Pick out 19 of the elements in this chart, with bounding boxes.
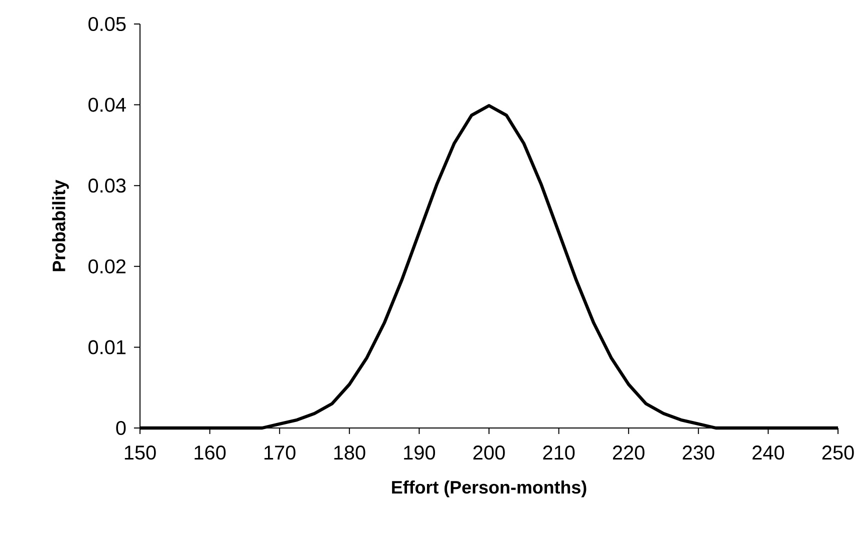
x-tick-label: 240 bbox=[752, 446, 784, 460]
y-axis-title: Probability bbox=[52, 180, 69, 272]
x-tick-label: 250 bbox=[822, 446, 854, 460]
x-tick-label: 200 bbox=[473, 446, 505, 460]
x-tick-label: 190 bbox=[404, 446, 436, 460]
y-tick-label: 0.02 bbox=[88, 259, 126, 274]
y-tick-label: 0 bbox=[116, 420, 126, 436]
x-tick-label: 210 bbox=[543, 446, 575, 460]
y-tick-label: 0.03 bbox=[88, 178, 126, 193]
x-tick-label: 220 bbox=[612, 446, 644, 460]
x-tick-label: 160 bbox=[194, 446, 226, 460]
x-tick-label: 150 bbox=[124, 446, 156, 460]
x-tick-label: 230 bbox=[682, 446, 714, 460]
y-tick-label: 0.01 bbox=[88, 340, 126, 354]
x-axis-title: Effort (Person-months) bbox=[392, 480, 586, 498]
y-tick-label: 0.04 bbox=[88, 98, 126, 112]
x-tick-label: 170 bbox=[264, 446, 296, 460]
x-tick-label: 180 bbox=[334, 446, 366, 460]
y-tick-label: 0.05 bbox=[88, 16, 126, 32]
